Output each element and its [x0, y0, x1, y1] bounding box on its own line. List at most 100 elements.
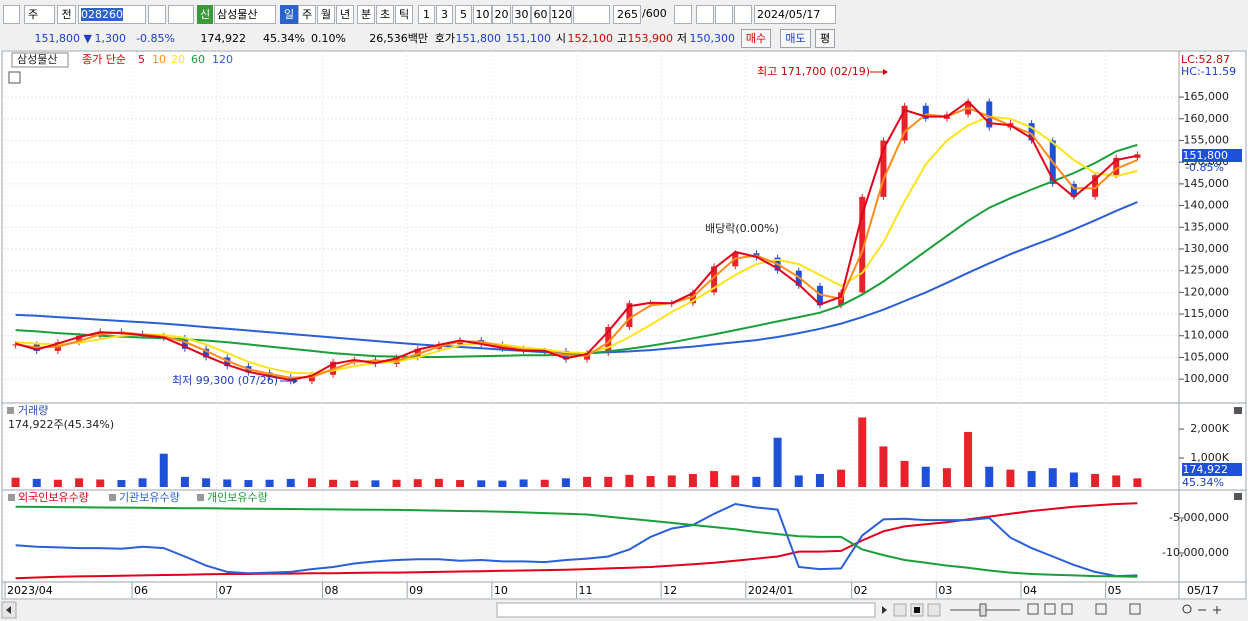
y-tick-label: 155,000 [1184, 133, 1230, 146]
save-button[interactable] [715, 5, 733, 24]
period-button[interactable]: 일 [280, 5, 298, 24]
annotation: 최고 171,700 (02/19) [757, 65, 870, 78]
avg-button[interactable]: 평 [815, 29, 835, 48]
legend-entry: 10 [152, 53, 166, 66]
y-tick-label: 145,000 [1184, 177, 1230, 190]
view-button[interactable] [1044, 603, 1056, 615]
scroll-right-arrow[interactable] [882, 606, 887, 614]
period-button[interactable]: 년 [336, 5, 354, 24]
period-button[interactable]: 주 [298, 5, 316, 24]
last-price-box [1182, 149, 1242, 162]
sound-button[interactable] [168, 5, 194, 24]
holding-line [15, 502, 1138, 578]
volume-bar [180, 476, 189, 487]
panel-button[interactable] [1234, 493, 1242, 500]
annotation: 최저 99,300 (07/26) [172, 374, 278, 387]
view-button[interactable] [1027, 603, 1039, 615]
x-tick-label: 12 [663, 584, 677, 597]
volume-bar [202, 478, 211, 487]
interval-button[interactable]: 60 [531, 5, 550, 24]
interval-button[interactable]: 30 [512, 5, 531, 24]
forward-button[interactable] [927, 603, 941, 617]
x-tick-label: 2023/04 [7, 584, 53, 597]
volume-bar [794, 475, 803, 487]
new-badge[interactable]: 신 [197, 5, 213, 24]
candle [203, 348, 210, 358]
low: 150,300 [689, 32, 736, 45]
candle [986, 101, 993, 128]
y-tick-label: 135,000 [1184, 220, 1230, 233]
date-input[interactable]: 2024/05/17 [754, 5, 836, 24]
y-tick-label: 125,000 [1184, 264, 1230, 277]
calculator-icon[interactable] [8, 71, 21, 84]
legend-marker [109, 494, 116, 501]
rewind-button[interactable] [893, 603, 907, 617]
count-input[interactable]: 265 [613, 5, 641, 24]
stock-name[interactable]: 삼성물산 [214, 5, 276, 24]
buy-button[interactable]: 매수 [741, 29, 771, 48]
code-input[interactable]: 028260 [78, 5, 146, 24]
volume-bar [392, 479, 401, 487]
volume-bar [32, 478, 41, 487]
legend-title-box [11, 52, 69, 68]
legend-marker [7, 407, 14, 414]
volume-bar [561, 478, 570, 487]
last-volume-pct: 45.34% [1182, 476, 1224, 489]
interval-button[interactable]: 5 [455, 5, 472, 24]
volume-bar [731, 475, 740, 487]
interval-button[interactable]: 10 [473, 5, 492, 24]
view-button[interactable] [1095, 603, 1107, 615]
market-select[interactable]: 주 [24, 5, 55, 24]
menu-icon[interactable] [3, 5, 20, 24]
volume-bar [244, 480, 253, 487]
legend-entry: 5 [138, 53, 145, 66]
scope-button[interactable]: 전 [57, 5, 76, 24]
code-text: 028260 [81, 8, 123, 21]
legend-method: 종가 단순 [82, 53, 126, 66]
candle [711, 266, 718, 293]
search-button[interactable] [148, 5, 166, 24]
zoom-icon[interactable] [1182, 604, 1192, 614]
scroll-thumb[interactable] [496, 602, 876, 618]
interval-select[interactable] [573, 5, 610, 24]
scroll-left-arrow [6, 606, 11, 614]
volume-bar [1069, 472, 1078, 487]
legend-entry: 기관보유수량 [119, 491, 180, 504]
volume-bar [1006, 469, 1015, 487]
open: 152,100 [567, 32, 614, 45]
sell-button[interactable]: 매도 [780, 29, 811, 48]
volume-bar [710, 471, 719, 487]
period-button[interactable]: 분 [357, 5, 375, 24]
volume-bar [1133, 478, 1142, 487]
settings-button[interactable] [734, 5, 752, 24]
annotation: 배당락(0.00%) [705, 222, 779, 235]
volume-bar [540, 479, 549, 487]
annotation-arrowhead [883, 69, 888, 75]
volume-bar [138, 478, 147, 487]
holding-line [15, 502, 1138, 580]
last-price: 151,800 [1183, 149, 1229, 162]
view-button[interactable] [1061, 603, 1073, 615]
x-tick-label: 03 [938, 584, 952, 597]
volume-bar [1027, 471, 1036, 487]
period-button[interactable]: 초 [376, 5, 394, 24]
candle [901, 105, 908, 141]
interval-button[interactable]: 20 [492, 5, 511, 24]
candle [859, 196, 866, 293]
interval-button[interactable]: 1 [418, 5, 435, 24]
tool-button[interactable] [674, 5, 692, 24]
view-button[interactable] [1129, 603, 1141, 615]
candle [816, 285, 823, 306]
interval-button[interactable]: 3 [436, 5, 453, 24]
zoom-handle[interactable] [979, 603, 987, 617]
open-label: 시 [555, 32, 566, 45]
volume-bar [646, 475, 655, 487]
y-tick-label: 110,000 [1184, 329, 1230, 342]
period-button[interactable]: 틱 [395, 5, 413, 24]
tool-button[interactable] [696, 5, 714, 24]
interval-button[interactable]: 120 [550, 5, 572, 24]
volume-bar [519, 479, 528, 487]
period-button[interactable]: 월 [317, 5, 335, 24]
panel-button[interactable] [1234, 407, 1242, 414]
